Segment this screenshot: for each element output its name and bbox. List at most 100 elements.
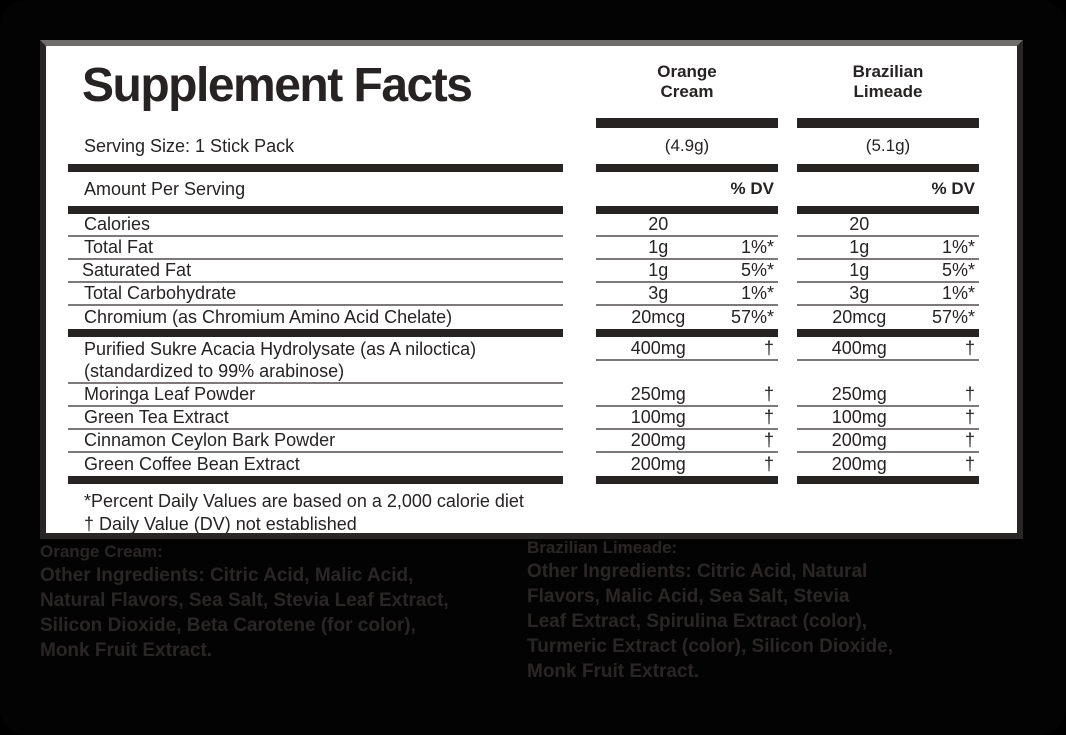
value-cell: 1g 1%* xyxy=(797,237,979,260)
value-cell: 100mg † xyxy=(596,407,778,430)
column-header-orange-cream: Orange Cream xyxy=(596,46,778,128)
value-cell: 20mcg 57%* xyxy=(596,307,778,328)
column-divider-bar xyxy=(596,118,778,128)
dv-value: † xyxy=(763,407,774,427)
amount-value: 20 xyxy=(648,214,669,234)
amount-value: 1g xyxy=(648,260,669,280)
dv-value xyxy=(721,214,778,235)
value-cell: 20 xyxy=(596,214,778,237)
value-cell: 200mg † xyxy=(797,454,979,475)
flavor-name: Orange Cream xyxy=(657,62,717,101)
nutrient-label: Moringa Leaf Powder xyxy=(68,384,563,407)
value-cell: 1g 5%* xyxy=(797,260,979,283)
nutrient-row: Calories 20 20 xyxy=(46,214,1017,237)
dv-value: 57%* xyxy=(931,307,975,327)
percent-dv-header: % DV xyxy=(730,179,774,198)
dv-value: † xyxy=(964,407,975,427)
panel-header: Supplement Facts Orange Cream Brazilian … xyxy=(46,46,1017,128)
thick-rule xyxy=(46,164,1017,172)
ingredients-line: Silicon Dioxide, Beta Carotene (for colo… xyxy=(40,615,416,636)
value-cell: 20mcg 57%* xyxy=(797,307,979,328)
nutrient-label: Calories xyxy=(68,214,563,237)
dv-value xyxy=(922,214,979,235)
nutrient-row: Saturated Fat 1g 5%* 1g 5%* xyxy=(46,260,1017,283)
column-header-brazilian-limeade: Brazilian Limeade xyxy=(797,46,979,128)
value-cell: 3g 1%* xyxy=(596,283,778,306)
nutrient-row: Chromium (as Chromium Amino Acid Chelate… xyxy=(46,306,1017,329)
footnote-percent-dv: *Percent Daily Values are based on a 2,0… xyxy=(84,491,524,511)
amount-per-serving-label: Amount Per Serving xyxy=(84,178,246,199)
ingredients-lines: Other Ingredients: Citric Acid, Natural F… xyxy=(527,559,1047,684)
nutrient-row: Green Coffee Bean Extract 200mg † 200mg † xyxy=(46,453,1017,476)
value-cell: 20 xyxy=(797,214,979,237)
nutrient-label: Green Tea Extract xyxy=(68,407,563,430)
nutrient-label: Purified Sukre Acacia Hydrolysate (as A … xyxy=(68,337,563,384)
value-cell: 400mg † xyxy=(797,337,979,361)
nutrient-row: Total Carbohydrate 3g 1%* 3g 1%* xyxy=(46,283,1017,306)
amount-value: 200mg xyxy=(831,430,887,450)
amount-value: 200mg xyxy=(831,454,887,474)
value-cell: 3g 1%* xyxy=(797,283,979,306)
percent-dv-header: % DV xyxy=(931,179,975,198)
dv-value: 1%* xyxy=(941,283,975,303)
amount-value: 1g xyxy=(648,237,669,257)
thick-rule xyxy=(46,476,1017,484)
value-cell: 100mg † xyxy=(797,407,979,430)
nutrient-row: Purified Sukre Acacia Hydrolysate (as A … xyxy=(46,337,1017,384)
panel-title: Supplement Facts xyxy=(82,59,473,112)
footnotes: *Percent Daily Values are based on a 2,0… xyxy=(46,484,1017,534)
dv-value: † xyxy=(763,384,774,404)
supplement-facts-panel: Supplement Facts Orange Cream Brazilian … xyxy=(40,40,1023,539)
value-cell: 1g 5%* xyxy=(596,260,778,283)
nutrient-label: Total Fat xyxy=(68,237,563,260)
other-ingredients-orange-cream: Orange Cream: Other Ingredients: Citric … xyxy=(40,541,520,663)
amount-value: 100mg xyxy=(831,407,887,427)
dv-value: † xyxy=(964,454,975,474)
ingredients-line: Turmeric Extract (color), Silicon Dioxid… xyxy=(527,636,894,657)
amount-value: 250mg xyxy=(831,384,887,404)
nutrient-row: Cinnamon Ceylon Bark Powder 200mg † 200mg † xyxy=(46,430,1017,453)
amount-value: 1g xyxy=(849,237,870,257)
dv-value: 1%* xyxy=(941,237,975,257)
ingredients-line: Natural Flavors, Sea Salt, Stevia Leaf E… xyxy=(40,590,449,611)
dv-value: 57%* xyxy=(730,307,774,327)
nutrient-section-1: Calories 20 20 Total Fat 1g 1%* 1g 1%* Saturated… xyxy=(46,214,1017,329)
amount-value: 400mg xyxy=(630,338,686,358)
amount-value: 100mg xyxy=(630,407,686,427)
value-cell: 250mg † xyxy=(596,384,778,407)
flavor-name: Brazilian Limeade xyxy=(852,62,924,101)
value-cell: 200mg † xyxy=(797,430,979,453)
column-divider-bar xyxy=(797,118,979,128)
thick-rule xyxy=(46,329,1017,337)
dv-value: † xyxy=(763,454,774,474)
amount-value: 20mcg xyxy=(631,307,686,327)
dv-value: † xyxy=(964,430,975,450)
dv-value: 1%* xyxy=(740,237,774,257)
amount-value: 200mg xyxy=(630,454,686,474)
other-ingredients-brazilian-limeade: Brazilian Limeade: Other Ingredients: Ci… xyxy=(527,537,1047,684)
dv-value: † xyxy=(763,430,774,450)
serving-size-label: Serving Size: 1 Stick Pack xyxy=(84,135,295,156)
amount-value: 3g xyxy=(849,283,870,303)
ingredients-line: Leaf Extract, Spirulina Extract (color), xyxy=(527,611,867,632)
nutrient-label: Saturated Fat xyxy=(68,260,563,283)
dv-value: † xyxy=(964,384,975,404)
value-cell: 200mg † xyxy=(596,430,778,453)
ingredients-line: Flavors, Malic Acid, Sea Salt, Stevia xyxy=(527,586,850,607)
dv-value: † xyxy=(763,338,774,358)
dv-value: 5%* xyxy=(740,260,774,280)
ingredients-heading: Orange Cream: xyxy=(40,542,163,561)
ingredients-line: Monk Fruit Extract. xyxy=(40,640,213,661)
dv-value: † xyxy=(964,338,975,358)
serving-weight-orange-cream: (4.9g) xyxy=(664,136,710,155)
nutrient-label: Total Carbohydrate xyxy=(68,283,563,306)
nutrient-label: Chromium (as Chromium Amino Acid Chelate… xyxy=(84,307,453,327)
amount-value: 250mg xyxy=(630,384,686,404)
serving-size-row: Serving Size: 1 Stick Pack (4.9g) (5.1g) xyxy=(46,128,1017,164)
nutrient-section-2: Purified Sukre Acacia Hydrolysate (as A … xyxy=(46,337,1017,476)
value-cell: 1g 1%* xyxy=(596,237,778,260)
serving-weight-brazilian-limeade: (5.1g) xyxy=(865,136,911,155)
ingredients-line: Other Ingredients: Citric Acid, Natural xyxy=(527,561,868,582)
footnote-dagger: † Daily Value (DV) not established xyxy=(84,514,357,534)
